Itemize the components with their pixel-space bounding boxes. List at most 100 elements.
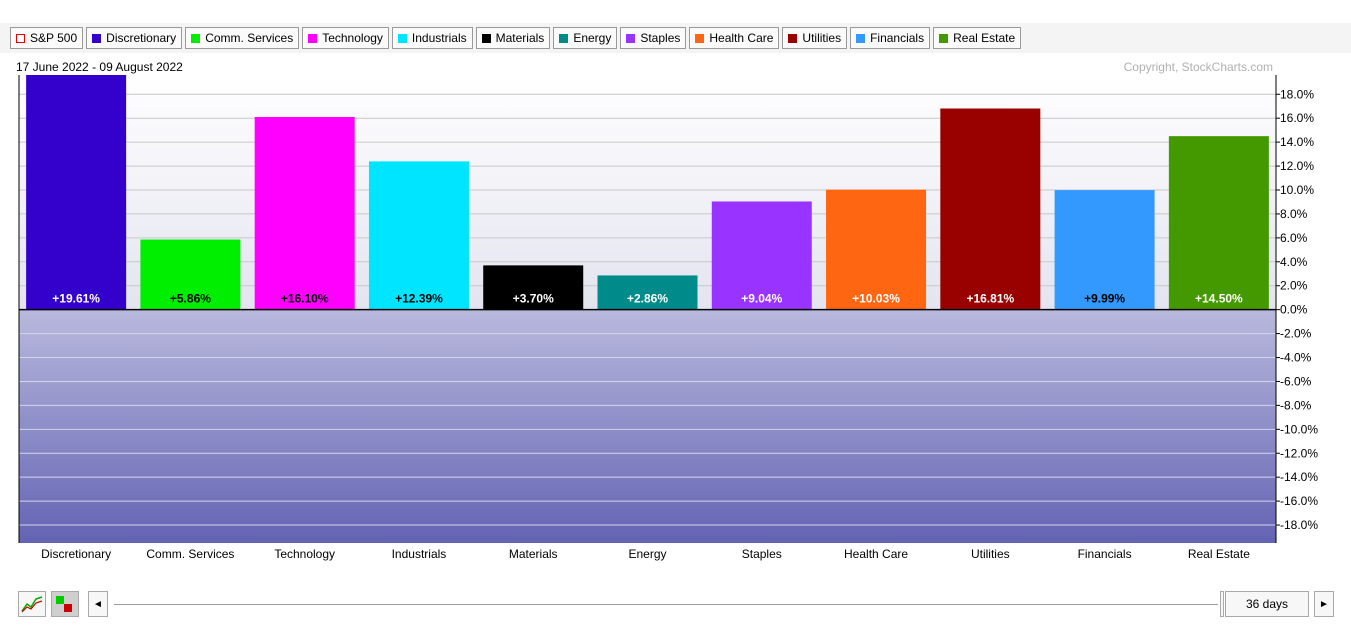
bar-value-label: +9.99% xyxy=(1084,292,1125,306)
legend-swatch xyxy=(397,33,407,43)
legend-item-staples[interactable]: Staples xyxy=(620,27,687,49)
y-tick-label: 0.0% xyxy=(1280,303,1308,317)
bar-staples xyxy=(711,201,812,310)
line-chart-button[interactable] xyxy=(18,591,46,617)
y-tick-label: 10.0% xyxy=(1280,183,1314,197)
bar-value-label: +10.03% xyxy=(852,292,900,306)
x-tick-label: Staples xyxy=(742,547,782,561)
legend-label: Comm. Services xyxy=(205,31,294,45)
y-tick-label: 6.0% xyxy=(1280,231,1308,245)
bar-value-label: +12.39% xyxy=(395,292,443,306)
legend-swatch xyxy=(92,33,102,43)
x-tick-label: Real Estate xyxy=(1188,547,1250,561)
legend-swatch xyxy=(308,33,318,43)
legend-label: S&P 500 xyxy=(30,31,78,45)
legend: S&P 500 Discretionary Comm. Services Techno… xyxy=(10,27,1024,49)
legend-item-industrials[interactable]: Industrials xyxy=(391,27,473,49)
slider-handle[interactable] xyxy=(1220,591,1224,617)
scroll-left-button[interactable]: ◄ xyxy=(88,591,108,617)
bar-energy xyxy=(597,275,698,310)
days-label: 36 days xyxy=(1245,597,1289,611)
legend-item-health-care[interactable]: Health Care xyxy=(689,27,780,49)
legend-swatch xyxy=(626,33,636,43)
y-tick-label: 18.0% xyxy=(1280,87,1314,101)
legend-item-financials[interactable]: Financials xyxy=(850,27,931,49)
y-tick-label: 12.0% xyxy=(1280,159,1314,173)
y-tick-label: -4.0% xyxy=(1280,351,1312,365)
negative-area-background xyxy=(19,309,1276,543)
y-tick-label: -14.0% xyxy=(1280,470,1318,484)
legend-label: Health Care xyxy=(709,31,774,45)
y-tick-label: 14.0% xyxy=(1280,135,1314,149)
y-tick-label: 4.0% xyxy=(1280,255,1308,269)
legend-swatch xyxy=(16,33,25,43)
y-tick-label: 16.0% xyxy=(1280,111,1314,125)
y-tick-label: -6.0% xyxy=(1280,374,1312,388)
x-axis: Discretionary Comm. Services Technology Ind… xyxy=(41,547,1250,561)
legend-label: Energy xyxy=(573,31,612,45)
bar-technology xyxy=(254,117,355,310)
legend-swatch xyxy=(939,33,949,43)
x-tick-label: Comm. Services xyxy=(146,547,234,561)
time-slider-track[interactable] xyxy=(114,604,1218,605)
bar-value-label: +5.86% xyxy=(170,292,211,306)
line-chart-icon xyxy=(21,596,43,613)
legend-item-real-estate[interactable]: Real Estate xyxy=(933,27,1022,49)
bar-health-care xyxy=(826,189,927,310)
y-tick-label: -2.0% xyxy=(1280,327,1312,341)
bar-value-label: +14.50% xyxy=(1195,292,1243,306)
legend-label: Staples xyxy=(640,31,681,45)
legend-swatch xyxy=(191,33,201,43)
legend-item-materials[interactable]: Materials xyxy=(475,27,551,49)
days-button[interactable]: 36 days xyxy=(1225,591,1309,617)
legend-item-discretionary[interactable]: Discretionary xyxy=(86,27,183,49)
legend-label: Materials xyxy=(495,31,545,45)
bar-materials xyxy=(483,265,584,310)
x-tick-label: Health Care xyxy=(844,547,908,561)
x-tick-label: Energy xyxy=(628,547,666,561)
legend-item-s-p-500[interactable]: S&P 500 xyxy=(10,27,84,49)
legend-label: Technology xyxy=(322,31,383,45)
bar-industrials xyxy=(368,161,469,310)
legend-swatch xyxy=(856,33,866,43)
y-tick-label: 2.0% xyxy=(1280,279,1308,293)
x-tick-label: Industrials xyxy=(392,547,447,561)
legend-item-comm-services[interactable]: Comm. Services xyxy=(185,27,300,49)
legend-swatch xyxy=(788,33,798,43)
legend-label: Industrials xyxy=(411,31,467,45)
bar-chart: +19.61% +5.86% +16.10% +12.39% +3.70% +2.86% +… xyxy=(16,60,1318,561)
legend-swatch xyxy=(559,33,569,43)
left-arrow-icon: ◄ xyxy=(93,598,103,610)
bottom-controls: ◄ 36 days ► xyxy=(18,591,1334,621)
right-arrow-icon: ► xyxy=(1319,598,1329,610)
legend-item-utilities[interactable]: Utilities xyxy=(782,27,848,49)
bar-value-label: +16.81% xyxy=(966,292,1014,306)
x-tick-label: Financials xyxy=(1078,547,1132,561)
scroll-right-button[interactable]: ► xyxy=(1314,591,1334,617)
bar-chart-button[interactable] xyxy=(51,591,79,617)
bar-discretionary xyxy=(26,75,127,310)
bar-comm-services xyxy=(140,239,241,310)
legend-label: Real Estate xyxy=(953,31,1016,45)
bar-value-label: +9.04% xyxy=(741,292,782,306)
bar-value-label: +2.86% xyxy=(627,292,668,306)
date-range: 17 June 2022 - 09 August 2022 xyxy=(16,60,183,74)
bar-value-label: +19.61% xyxy=(52,292,100,306)
bar-chart-icon xyxy=(56,596,72,612)
x-tick-label: Technology xyxy=(274,547,335,561)
legend-swatch xyxy=(695,33,705,43)
bar-real-estate xyxy=(1168,136,1269,310)
x-tick-label: Discretionary xyxy=(41,547,111,561)
y-tick-label: -18.0% xyxy=(1280,518,1318,532)
x-tick-label: Materials xyxy=(509,547,558,561)
legend-swatch xyxy=(481,33,491,43)
y-tick-label: 8.0% xyxy=(1280,207,1308,221)
y-tick-label: -12.0% xyxy=(1280,446,1318,460)
y-axis: 18.0% 16.0% 14.0% 12.0% 10.0% 8.0% 6.0% 4.0% 2.0… xyxy=(1276,87,1318,532)
legend-item-technology[interactable]: Technology xyxy=(302,27,389,49)
legend-item-energy[interactable]: Energy xyxy=(553,27,618,49)
x-tick-label: Utilities xyxy=(971,547,1010,561)
bar-utilities xyxy=(940,108,1041,310)
legend-label: Discretionary xyxy=(106,31,177,45)
bars: +19.61% +5.86% +16.10% +12.39% +3.70% +2.86% +… xyxy=(26,75,1269,310)
